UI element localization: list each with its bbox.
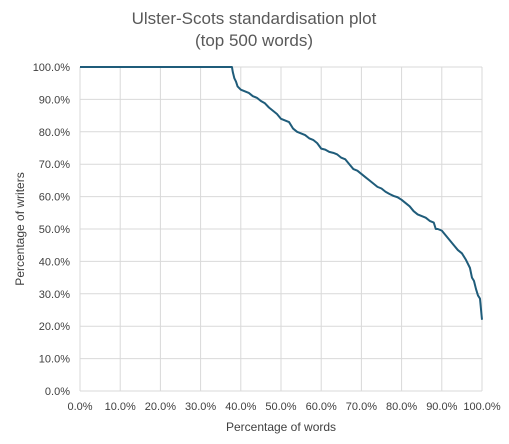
x-tick-label: 10.0%: [105, 401, 136, 413]
y-tick-label: 0.0%: [45, 386, 70, 398]
x-tick-label: 80.0%: [386, 401, 417, 413]
y-tick-label: 80.0%: [39, 127, 70, 139]
x-tick-label: 20.0%: [145, 401, 176, 413]
x-tick-label: 50.0%: [265, 401, 296, 413]
y-tick-label: 20.0%: [39, 321, 70, 333]
y-tick-label: 30.0%: [39, 289, 70, 301]
series-line: [80, 66, 483, 320]
y-tick-label: 70.0%: [39, 159, 70, 171]
x-tick-label: 30.0%: [185, 401, 216, 413]
plot-series: [80, 66, 483, 320]
x-tick-label: 40.0%: [225, 401, 256, 413]
x-tick-label: 0.0%: [67, 401, 92, 413]
x-tick-label: 100.0%: [463, 401, 501, 413]
y-axis-title: Percentage of writers: [13, 172, 27, 285]
x-axis-tick-labels: 0.0% 10.0% 20.0% 30.0% 40.0% 50.0% 60.0% 70.0% 8…: [67, 401, 500, 413]
y-tick-label: 50.0%: [39, 224, 70, 236]
y-tick-label: 10.0%: [39, 354, 70, 366]
y-axis-tick-labels: 0.0% 10.0% 20.0% 30.0% 40.0% 50.0% 60.0% 70.0% 8…: [33, 62, 71, 398]
x-axis-title: Percentage of words: [226, 420, 336, 434]
y-tick-label: 100.0%: [33, 62, 71, 74]
y-tick-label: 40.0%: [39, 256, 70, 268]
y-tick-label: 60.0%: [39, 192, 70, 204]
y-tick-label: 90.0%: [39, 94, 70, 106]
x-tick-label: 90.0%: [426, 401, 457, 413]
x-tick-label: 70.0%: [346, 401, 377, 413]
grid-lines: [79, 66, 483, 392]
x-tick-label: 60.0%: [306, 401, 337, 413]
chart-title-line-2: (top 500 words): [195, 31, 313, 50]
chart-title-line-1: Ulster-Scots standardisation plot: [132, 9, 377, 28]
